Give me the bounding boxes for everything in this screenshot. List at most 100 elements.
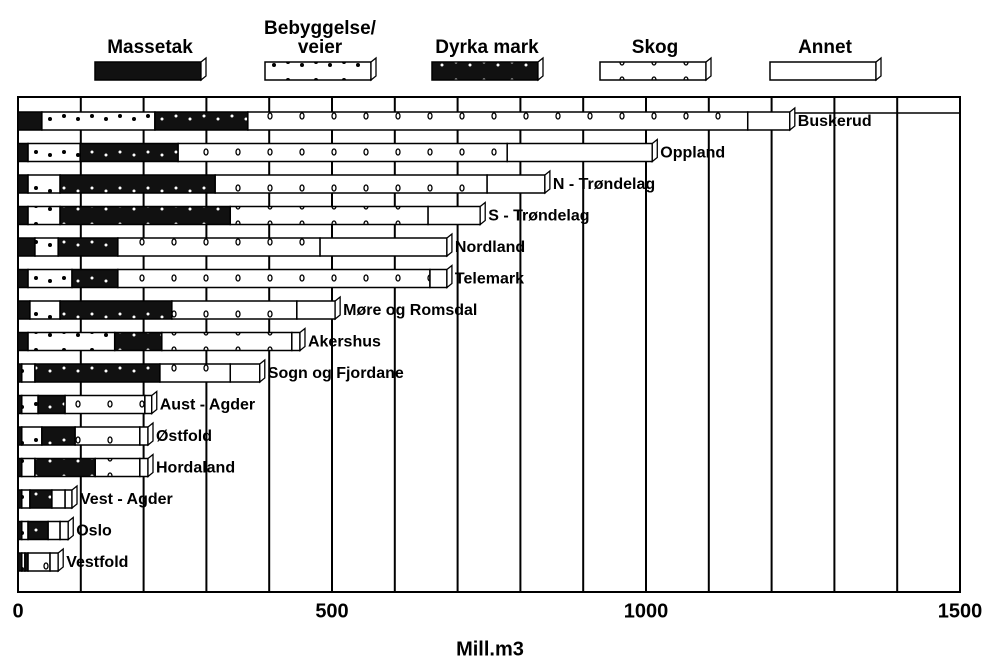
category-label: Nordland: [455, 239, 525, 256]
bar-segment: [47, 520, 61, 541]
bar-segment: [64, 489, 73, 509]
x-tick-label: 1000: [624, 600, 669, 622]
bar-segment: [144, 394, 153, 415]
bar-segment: [117, 237, 321, 257]
bar-segment: [34, 363, 161, 383]
bar-segment: [17, 300, 31, 320]
bar-end: [71, 484, 78, 510]
bar-segment: [59, 300, 173, 320]
category-label: Aust - Agder: [160, 397, 255, 414]
bar-segment: [214, 174, 488, 194]
bar-segment: [21, 363, 36, 383]
bar-segment: [17, 111, 43, 131]
bar-segment: [154, 111, 249, 131]
bar-segment: [139, 426, 149, 446]
bar-segment: [71, 268, 119, 289]
bar-end: [544, 169, 551, 195]
bar-segment: [17, 174, 29, 194]
x-axis-label: Mill.m3: [456, 638, 524, 659]
bar-end: [67, 516, 74, 541]
bar-end: [334, 295, 341, 321]
legend-swatch-end: [200, 56, 207, 82]
bar-segment: [117, 268, 431, 289]
bar-segment: [429, 268, 448, 289]
bar-segment: [51, 489, 66, 509]
bar-segment: [746, 111, 791, 131]
bar-segment: [59, 520, 69, 541]
bar-end: [147, 453, 154, 478]
bar-segment: [161, 331, 293, 352]
bar-segment: [27, 331, 116, 352]
category-label: Vestfold: [66, 554, 128, 571]
category-label: Telemark: [455, 271, 524, 288]
bar-segment: [27, 268, 73, 289]
category-label: Østfold: [156, 428, 212, 445]
bar-segment: [27, 142, 81, 163]
category-label: Vest - Agder: [80, 491, 173, 508]
bar-end: [147, 421, 154, 447]
x-tick-label: 0: [12, 600, 23, 622]
legend-swatch-end: [705, 56, 712, 82]
bar-segment: [17, 142, 29, 163]
bar-segment: [229, 363, 261, 383]
legend-swatch-end: [370, 56, 377, 82]
bar-segment: [74, 426, 141, 446]
bar-segment: [49, 552, 59, 572]
legend-swatch: [94, 61, 202, 81]
bar-end: [446, 232, 453, 258]
bar-end: [651, 138, 658, 163]
bar-segment: [17, 205, 29, 226]
bar-end: [57, 547, 64, 573]
bar-segment: [159, 363, 232, 383]
bar-segment: [17, 331, 29, 352]
bar-segment: [27, 552, 51, 572]
bar-segment: [57, 237, 119, 257]
bar-segment: [21, 489, 31, 509]
x-tick-label: 500: [315, 600, 348, 622]
bar-segment: [113, 331, 163, 352]
bar-segment: [291, 331, 301, 352]
bar-end: [446, 264, 453, 289]
bar-segment: [79, 142, 179, 163]
bar-end: [789, 106, 796, 132]
bar-segment: [27, 205, 61, 226]
category-label: Buskerud: [798, 113, 872, 130]
bar-segment: [139, 457, 149, 478]
category-label: Møre og Romsdal: [343, 302, 477, 319]
bar-segment: [296, 300, 336, 320]
bar-segment: [21, 520, 29, 541]
bar-segment: [17, 237, 36, 257]
category-label: Sogn og Fjordane: [268, 365, 404, 382]
bar-segment: [21, 394, 39, 415]
legend-label: Skog: [631, 37, 679, 58]
bar-segment: [29, 489, 53, 509]
category-label: N - Trøndelag: [553, 176, 655, 193]
bar-segment: [319, 237, 448, 257]
bar-end: [479, 201, 486, 226]
legend-swatch: [599, 61, 707, 81]
bar-segment: [486, 174, 546, 194]
bar-segment: [59, 205, 232, 226]
bar-segment: [247, 111, 749, 131]
category-label: Oppland: [660, 145, 725, 162]
legend-label: Annet: [798, 37, 852, 58]
x-tick-label: 1500: [938, 600, 983, 622]
bar-segment: [41, 111, 156, 131]
bar-segment: [506, 142, 654, 163]
bar-segment: [41, 426, 76, 446]
bar-segment: [21, 426, 43, 446]
bar-segment: [177, 142, 508, 163]
category-label: Hordaland: [156, 460, 235, 477]
bar-segment: [94, 457, 141, 478]
legend-swatch: [769, 61, 877, 81]
bar-segment: [21, 457, 36, 478]
bar-segment: [34, 237, 59, 257]
legend-label: Massetak: [107, 37, 193, 58]
category-label: Oslo: [76, 523, 112, 540]
bar-segment: [34, 457, 96, 478]
bar-segment: [27, 174, 61, 194]
bar-segment: [17, 268, 29, 289]
legend-label: Dyrka mark: [435, 37, 539, 58]
